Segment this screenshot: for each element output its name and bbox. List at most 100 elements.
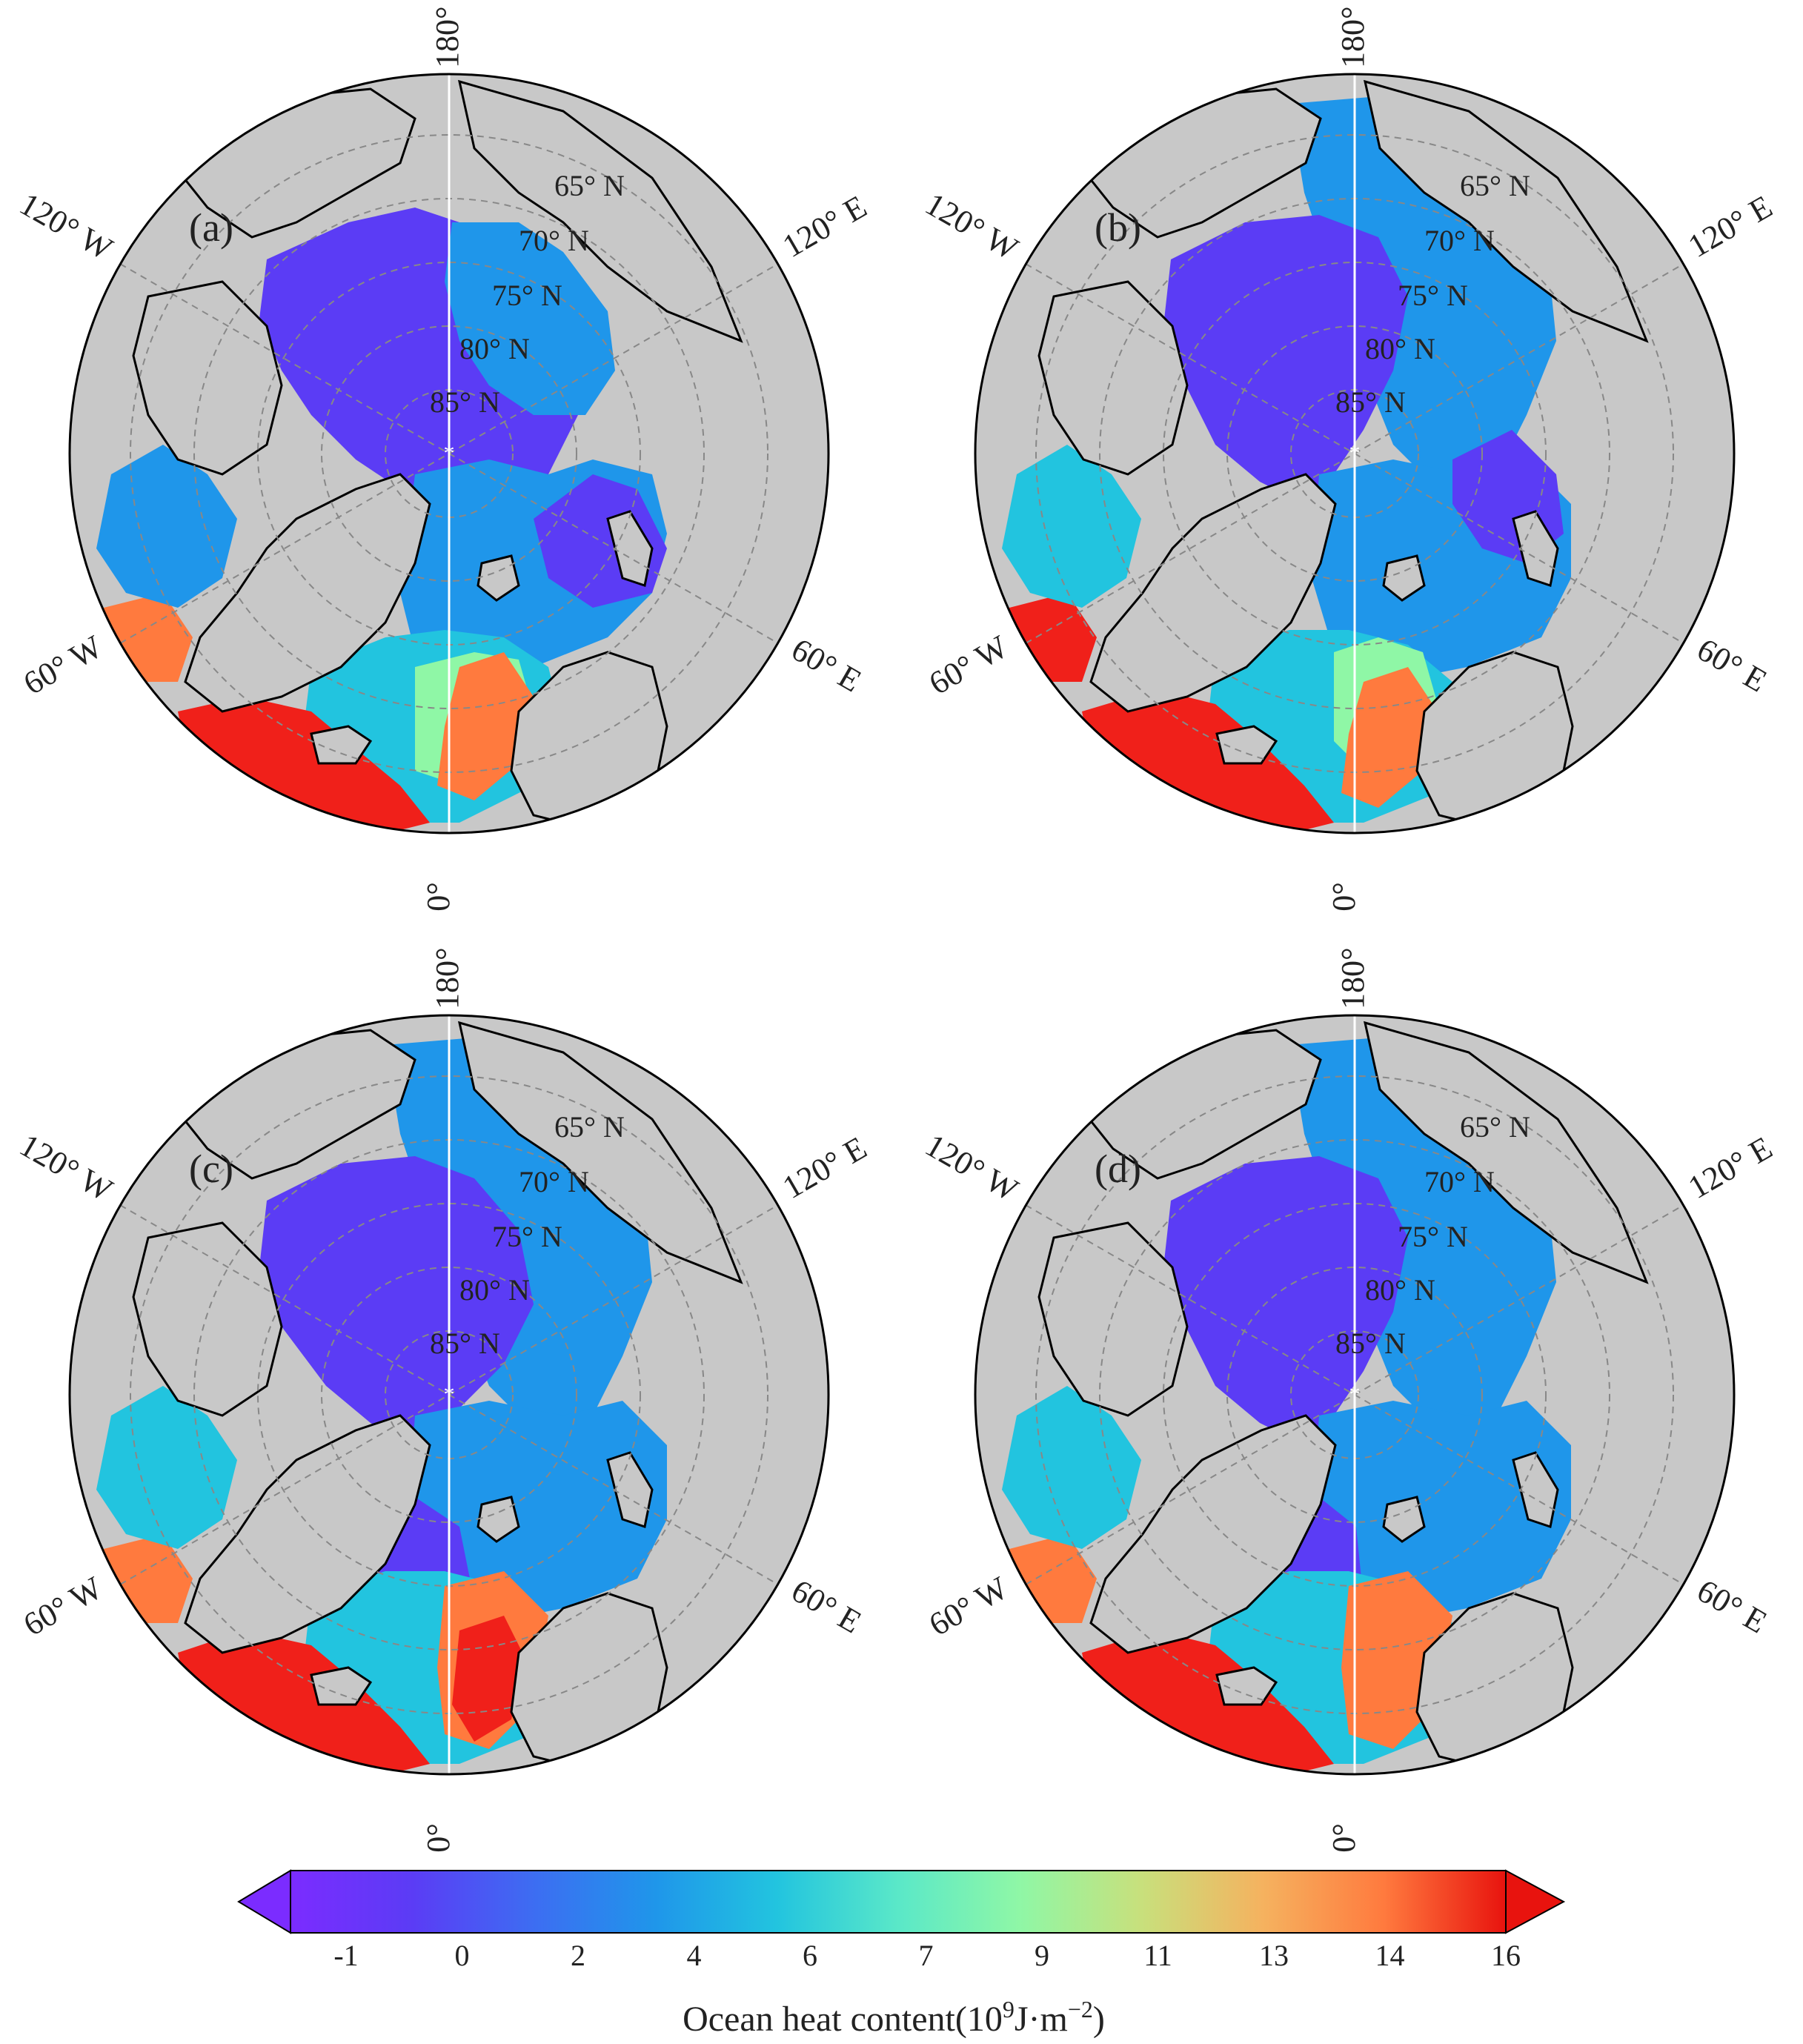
- ocean-central-basin: [1163, 215, 1408, 504]
- colorbar-title-suffix: ): [1093, 2000, 1105, 2039]
- lat-label-80: 80° N: [1365, 1273, 1435, 1307]
- meridian-label-180: 180°: [429, 6, 465, 68]
- latitude-labels-a: 65° N 70° N 75° N 80° N 85° N: [430, 169, 625, 419]
- ocean-baffin: [96, 1386, 237, 1549]
- meridian-label-0: 0°: [420, 1823, 456, 1853]
- meridian-label-60w: 60° W: [923, 628, 1014, 702]
- meridian-label-60w: 60° W: [923, 1570, 1014, 1643]
- colorbar-high-extension: [1505, 1869, 1566, 1934]
- north-pole-marker: *: [1349, 441, 1361, 465]
- lat-label-70: 70° N: [1424, 1165, 1495, 1198]
- lat-label-85: 85° N: [430, 1327, 500, 1360]
- svalbard: [477, 1496, 520, 1543]
- colorbar-tick-label: 4: [687, 1939, 702, 1972]
- lat-label-70: 70° N: [519, 224, 589, 257]
- lat-label-75: 75° N: [1398, 279, 1468, 312]
- map-panel-d: * 65° N 70° N 75° N 80° N 85° N (d) 180°…: [919, 947, 1778, 1852]
- meridian-label-180: 180°: [1335, 947, 1371, 1009]
- iceland: [310, 1666, 373, 1706]
- panel-label-d: (d): [1095, 1147, 1141, 1191]
- lat-label-70: 70° N: [519, 1165, 589, 1198]
- panel-label-a: (a): [189, 205, 233, 250]
- novaya-zemlya: [606, 510, 654, 587]
- lat-label-85: 85° N: [1335, 1327, 1406, 1360]
- map-border-b: [974, 73, 1736, 834]
- greenland: [184, 473, 431, 713]
- meridian-label-120e: 120° E: [777, 188, 873, 265]
- meridian-label-60e: 60° E: [786, 1572, 868, 1640]
- colorbar-tick-label: 0: [455, 1939, 470, 1972]
- panel-label-b: (b): [1095, 205, 1141, 250]
- lat-label-65: 65° N: [1460, 169, 1530, 202]
- ocean-central-basin: [259, 1156, 534, 1445]
- canadian-archipelago: [1037, 1221, 1189, 1417]
- colorbar-tick-label: 2: [571, 1939, 585, 1972]
- meridian-label-60w: 60° W: [17, 628, 108, 702]
- colorbar: -1 0 2 4 6 7 9 11 13 14 16 Ocean heat content(109J…: [237, 1869, 1566, 2039]
- greenland: [1089, 1414, 1337, 1654]
- lat-label-85: 85° N: [1335, 385, 1406, 419]
- colorbar-title-prefix: Ocean heat content(10: [683, 2000, 1003, 2039]
- siberia: [457, 1021, 743, 1284]
- map-panel-b: * 65° N 70° N 75° N 80° N 85° N (b) 180°…: [919, 6, 1778, 911]
- latitude-labels-c: 65° N 70° N 75° N 80° N 85° N: [430, 1110, 625, 1360]
- meridian-label-120e: 120° E: [777, 1129, 873, 1206]
- colorbar-title: Ocean heat content(109J·m−2): [683, 1996, 1105, 2039]
- canadian-archipelago: [132, 280, 283, 476]
- map-field-a: * 65° N 70° N 75° N 80° N 85° N: [70, 74, 829, 833]
- colorbar-tick-label: 13: [1259, 1939, 1289, 1972]
- ocean-baffin: [1002, 1386, 1141, 1549]
- colorbar-title-exponent: 9: [1003, 1996, 1015, 2023]
- ocean-eurasian-basin: [1312, 1401, 1571, 1623]
- latitude-labels-b: 65° N 70° N 75° N 80° N 85° N: [1335, 169, 1530, 419]
- scandinavia: [1415, 651, 1574, 832]
- map-panel-a: * 65° N 70° N 75° N 80° N 85° N (a) 180°…: [13, 6, 872, 911]
- meridian-label-120e: 120° E: [1682, 1129, 1779, 1206]
- ocean-east-siberian: [445, 222, 615, 415]
- canadian-archipelago: [1037, 280, 1189, 476]
- svalbard: [477, 554, 520, 602]
- meridian-label-60e: 60° E: [1691, 1572, 1773, 1640]
- meridian-label-120w: 120° W: [13, 1126, 119, 1208]
- meridian-label-120w: 120° W: [919, 1126, 1024, 1208]
- svalbard: [1382, 554, 1426, 602]
- meridian-label-120e: 120° E: [1682, 188, 1779, 265]
- lat-label-65: 65° N: [554, 169, 625, 202]
- lat-label-85: 85° N: [430, 385, 500, 419]
- north-pole-marker: *: [444, 441, 455, 465]
- map-panel-c: * 65° N 70° N 75° N 80° N 85° N (c) 180°…: [13, 947, 872, 1852]
- lat-label-80: 80° N: [459, 1273, 530, 1307]
- lat-label-75: 75° N: [1398, 1220, 1468, 1253]
- colorbar-tick-label: 7: [919, 1939, 934, 1972]
- colorbar-tick-label: 14: [1375, 1939, 1405, 1972]
- map-field-d: * 65° N 70° N 75° N 80° N 85° N: [975, 1015, 1734, 1774]
- meridian-label-180: 180°: [1335, 6, 1371, 68]
- iceland: [1215, 1666, 1278, 1706]
- meridian-label-60e: 60° E: [1691, 631, 1773, 699]
- latitude-labels-d: 65° N 70° N 75° N 80° N 85° N: [1335, 1110, 1530, 1360]
- colorbar-tick-label: -1: [333, 1939, 358, 1972]
- meridian-label-0: 0°: [1326, 882, 1362, 912]
- map-field-c: * 65° N 70° N 75° N 80° N 85° N: [70, 1015, 829, 1774]
- meridian-label-120w: 120° W: [919, 185, 1024, 267]
- siberia: [1363, 1021, 1649, 1284]
- ocean-central-basin: [1163, 1156, 1408, 1445]
- ocean-norwegian-hot: [452, 1616, 526, 1742]
- ocean-baffin: [1002, 445, 1141, 608]
- north-pole-marker: *: [444, 1382, 455, 1407]
- colorbar-title-unit: J·m: [1015, 2000, 1068, 2039]
- greenland: [1089, 473, 1337, 713]
- colorbar-low-extension: [237, 1869, 291, 1934]
- map-field-b: * 65° N 70° N 75° N 80° N 85° N: [975, 74, 1734, 833]
- colorbar-ticks: -1 0 2 4 6 7 9 11 13 14 16: [333, 1939, 1521, 1972]
- map-border-c: [68, 1014, 830, 1776]
- map-border-d: [974, 1014, 1736, 1776]
- scandinavia: [1415, 1592, 1574, 1773]
- lat-label-70: 70° N: [1424, 224, 1495, 257]
- map-border-a: [68, 73, 830, 834]
- canadian-archipelago: [132, 1221, 283, 1417]
- meridian-label-60e: 60° E: [786, 631, 868, 699]
- siberia: [1363, 79, 1649, 343]
